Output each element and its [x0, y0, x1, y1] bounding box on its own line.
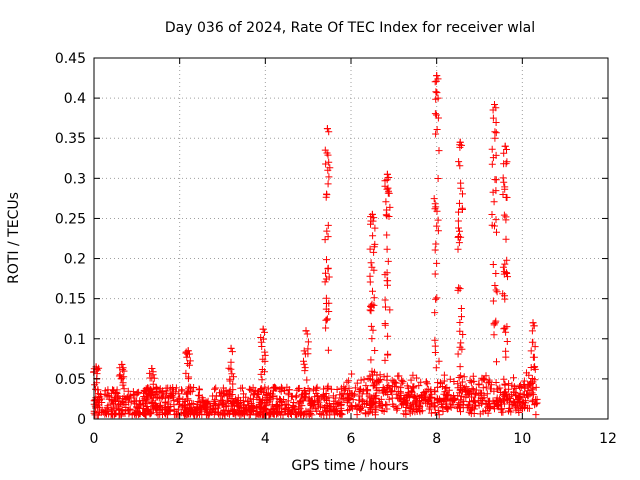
- x-tick-label: 10: [513, 431, 531, 447]
- x-tick-label: 12: [599, 431, 617, 447]
- x-tick-label: 8: [432, 431, 441, 447]
- x-tick-label: 2: [175, 431, 184, 447]
- peak-point: [323, 125, 331, 133]
- y-axis-ticks: 0 0.05 0.1 0.15 0.2 0.25 0.3 0.35 0.4 0.45: [55, 51, 608, 428]
- x-tick-label: 0: [90, 431, 99, 447]
- y-tick-label: 0.45: [55, 51, 86, 67]
- peak-point: [302, 327, 310, 335]
- y-axis-label: ROTI / TECUs: [6, 192, 22, 284]
- peak-point: [383, 170, 391, 178]
- y-tick-label: 0.25: [55, 211, 86, 227]
- peak-point: [227, 344, 235, 352]
- x-tick-label: 6: [347, 431, 356, 447]
- roti-markers: [90, 72, 541, 419]
- grid-lines: [94, 58, 608, 419]
- peak-point: [490, 101, 498, 109]
- y-tick-label: 0: [77, 412, 86, 428]
- y-tick-label: 0.35: [55, 131, 86, 147]
- peak-point: [501, 142, 509, 150]
- x-tick-label: 4: [261, 431, 270, 447]
- x-axis-ticks: 0 2 4 6 8 10 12: [90, 58, 617, 447]
- peak-point: [368, 210, 376, 218]
- y-tick-label: 0.15: [55, 292, 86, 308]
- peak-point: [184, 347, 192, 355]
- y-tick-label: 0.4: [64, 91, 86, 107]
- y-tick-label: 0.3: [64, 171, 86, 187]
- peak-point: [148, 364, 156, 372]
- chart-title: Day 036 of 2024, Rate Of TEC Index for r…: [165, 20, 535, 36]
- x-axis-label: GPS time / hours: [291, 458, 408, 474]
- data-points: [90, 72, 541, 419]
- peak-point: [456, 138, 464, 146]
- peak-point: [259, 325, 267, 333]
- y-tick-label: 0.2: [64, 252, 86, 268]
- y-tick-label: 0.05: [55, 372, 86, 388]
- peak-point: [433, 72, 441, 80]
- peak-point: [529, 319, 537, 327]
- y-tick-label: 0.1: [64, 332, 86, 348]
- peak-point: [118, 360, 126, 368]
